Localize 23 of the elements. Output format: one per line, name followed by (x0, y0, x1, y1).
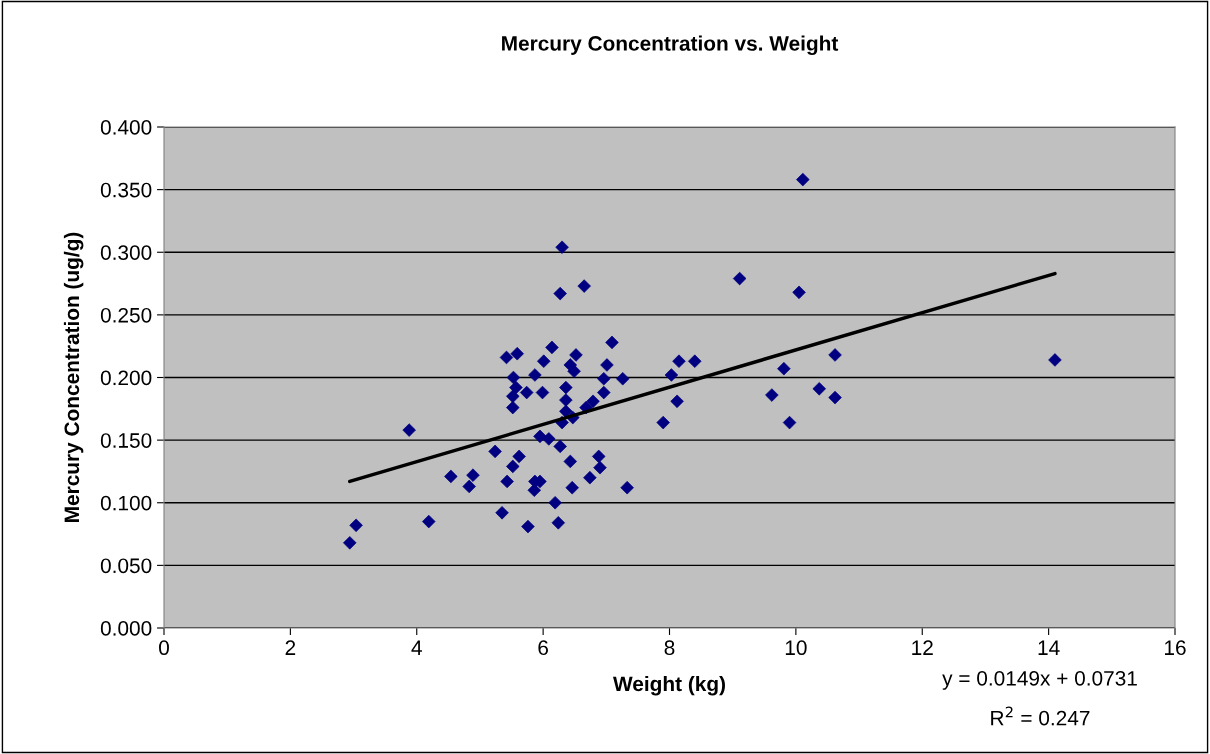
x-tick-label: 14 (1038, 640, 1060, 655)
y-tick-label: 0.400 (100, 120, 152, 135)
y-tick-label: 0.000 (100, 621, 152, 636)
y-tick-label: 0.350 (100, 182, 152, 198)
x-axis-title: Weight (kg) (613, 675, 725, 696)
y-tick-label: 0.150 (100, 433, 152, 448)
y-axis-title: Mercury Concentration (ug/g) (63, 232, 84, 522)
y-tick-label: 0.250 (100, 307, 152, 323)
x-tick-label: 8 (664, 640, 675, 656)
x-tick-label: 4 (411, 640, 422, 655)
y-tick-label: 0.050 (100, 558, 152, 574)
text: y = 0.0149x + 0.0731 (942, 670, 1137, 690)
x-tick-label: 12 (912, 640, 933, 655)
x-tick-label: 6 (538, 640, 548, 656)
x-tick-label: 0 (159, 640, 169, 656)
y-tick-label: 0.300 (100, 245, 152, 260)
y-tick-label: 0.200 (100, 370, 152, 386)
text: R$^{2}$ = 0.247 (991, 706, 1090, 726)
x-tick-label: 16 (1165, 640, 1186, 656)
x-tick-label: 10 (785, 640, 807, 656)
chart-title: Mercury Concentration vs. Weight (502, 35, 839, 56)
y-tick-label: 0.100 (100, 495, 152, 511)
x-tick-label: 2 (285, 640, 296, 655)
